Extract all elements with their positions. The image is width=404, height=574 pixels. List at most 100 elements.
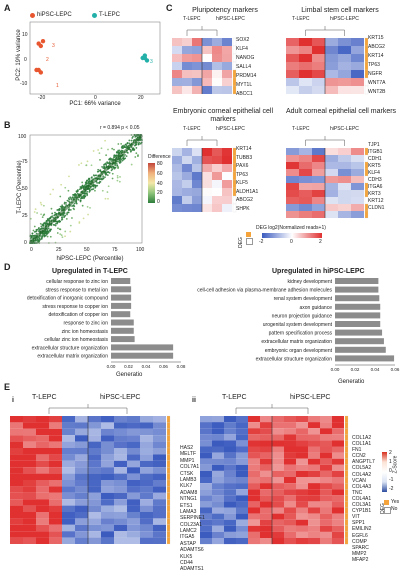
scatter-point bbox=[49, 193, 52, 196]
heatmap-cell bbox=[260, 458, 272, 465]
gene-label: KRT14 bbox=[236, 146, 252, 152]
heatmap-cell bbox=[299, 176, 312, 183]
gene-list-ecm-ii: COL1A2 COL1A1 FN1 CCN2 ANGPTL7 COL5A2 COL4A2 VC… bbox=[352, 435, 375, 564]
scatter-point bbox=[99, 158, 101, 161]
heatmap-cell bbox=[299, 70, 312, 78]
go-x-tick: 0.02 bbox=[351, 367, 360, 372]
heatmap-cell bbox=[212, 477, 224, 484]
e-group-label-t-lepc: T-LEPC bbox=[222, 394, 247, 401]
scatter-point bbox=[69, 196, 72, 199]
heatmap-cell bbox=[88, 505, 101, 512]
heatmap-cell bbox=[272, 470, 284, 477]
heatmap-cell bbox=[114, 492, 127, 500]
heatmap-cell bbox=[299, 46, 312, 54]
heatmap-cell bbox=[101, 524, 114, 532]
heatmap-cell bbox=[182, 196, 192, 204]
scatter-point bbox=[115, 154, 117, 157]
deg-indicator bbox=[344, 415, 349, 423]
heatmap-cell bbox=[325, 183, 338, 190]
heatmap-cell bbox=[222, 78, 232, 86]
go-x-tick: 0.00 bbox=[107, 364, 116, 369]
scatter-point bbox=[88, 179, 91, 182]
scatter-point bbox=[86, 160, 89, 163]
gene-label: TP63 bbox=[236, 171, 248, 178]
scatter-point bbox=[49, 217, 51, 220]
heatmap-cell bbox=[153, 454, 166, 461]
go-x-tick: 0.02 bbox=[124, 364, 133, 369]
zscore-tick: 1 bbox=[389, 459, 392, 465]
heatmap-cell bbox=[308, 452, 320, 459]
scatter-point bbox=[94, 189, 96, 192]
scatter-point bbox=[99, 170, 102, 172]
heatmap-cell bbox=[172, 164, 182, 172]
group-label-hipsc-lepc: hiPSC-LEPC bbox=[216, 16, 245, 22]
heatmap-cell bbox=[338, 70, 351, 78]
scatter-point bbox=[101, 165, 103, 168]
pca-xtick: 0 bbox=[94, 95, 97, 101]
pca-ytick: 10 bbox=[22, 32, 28, 38]
heatmap-cell bbox=[308, 501, 320, 508]
gene-label: TNC bbox=[352, 489, 363, 496]
heatmap-cell bbox=[153, 473, 166, 480]
heatmap-cell bbox=[312, 162, 325, 169]
gene-label: ITGA6 bbox=[368, 184, 383, 190]
difference-tick: 40 bbox=[157, 181, 163, 187]
heatmap-cell bbox=[296, 495, 308, 502]
scatter-point bbox=[103, 163, 106, 166]
scatter-point bbox=[77, 190, 79, 192]
scatter-point bbox=[49, 230, 51, 233]
heatmap-cell bbox=[325, 190, 338, 197]
gene-label: LAMA3 bbox=[180, 508, 197, 515]
scatter-point bbox=[67, 189, 70, 192]
scatter-point bbox=[123, 157, 126, 160]
heatmap-cell bbox=[212, 470, 224, 477]
heatmap-cell bbox=[212, 204, 222, 212]
go-bar bbox=[335, 321, 381, 327]
scatter-ytick: 75 bbox=[22, 159, 28, 165]
heatmap-cell bbox=[312, 148, 325, 155]
scatter-point bbox=[78, 164, 80, 166]
go-x-tick: 0.06 bbox=[159, 364, 168, 369]
heatmap-cell bbox=[236, 464, 248, 471]
heatmap-cell bbox=[338, 155, 351, 162]
heatmap-cell bbox=[296, 422, 308, 429]
e-deg-yes-swatch bbox=[384, 500, 389, 505]
pca-point bbox=[142, 55, 148, 61]
heatmap-cell bbox=[127, 531, 140, 538]
heatmap-cell bbox=[153, 416, 166, 423]
heatmap-cell bbox=[286, 78, 299, 86]
heatmap-cell bbox=[153, 460, 166, 468]
scatter-point bbox=[62, 213, 65, 215]
scatter-point bbox=[80, 187, 83, 190]
heatmap-cell bbox=[153, 524, 166, 532]
legend-dot-tlepc bbox=[92, 13, 97, 18]
heatmap-cell bbox=[23, 499, 36, 506]
heatmap-cell bbox=[260, 538, 272, 545]
heatmap-cell bbox=[75, 416, 88, 423]
heatmap-cell bbox=[248, 531, 260, 538]
go-bar bbox=[335, 329, 383, 336]
heatmap-cell bbox=[10, 531, 23, 538]
heatmap-cell bbox=[332, 519, 344, 526]
pca-point bbox=[38, 70, 44, 75]
heatmap-cell bbox=[23, 518, 36, 525]
scatter-ytick: 0 bbox=[24, 240, 27, 246]
scatter-point bbox=[111, 172, 114, 175]
heatmap-cell bbox=[62, 460, 75, 468]
dendrogram bbox=[186, 136, 218, 146]
heatmap-cell bbox=[140, 518, 153, 525]
deg-indicator bbox=[166, 422, 171, 429]
gene-label: WNT2B bbox=[368, 89, 386, 95]
go-term-label: stress response to copper ion bbox=[42, 304, 108, 310]
color-scale-bar bbox=[262, 233, 322, 238]
heatmap-cell bbox=[49, 492, 62, 500]
heatmap-cell bbox=[224, 507, 236, 514]
scatter-point bbox=[34, 208, 37, 211]
sub-label-i: i bbox=[12, 397, 14, 404]
heatmap-cell bbox=[23, 416, 36, 423]
heatmap-cell bbox=[23, 524, 36, 532]
heatmap-cell bbox=[200, 434, 212, 441]
heatmap-title-embryonic: Embryonic corneal epithelial cell marker… bbox=[173, 108, 273, 124]
go-x-tick: 0.04 bbox=[371, 367, 380, 372]
dendrogram bbox=[305, 26, 345, 36]
